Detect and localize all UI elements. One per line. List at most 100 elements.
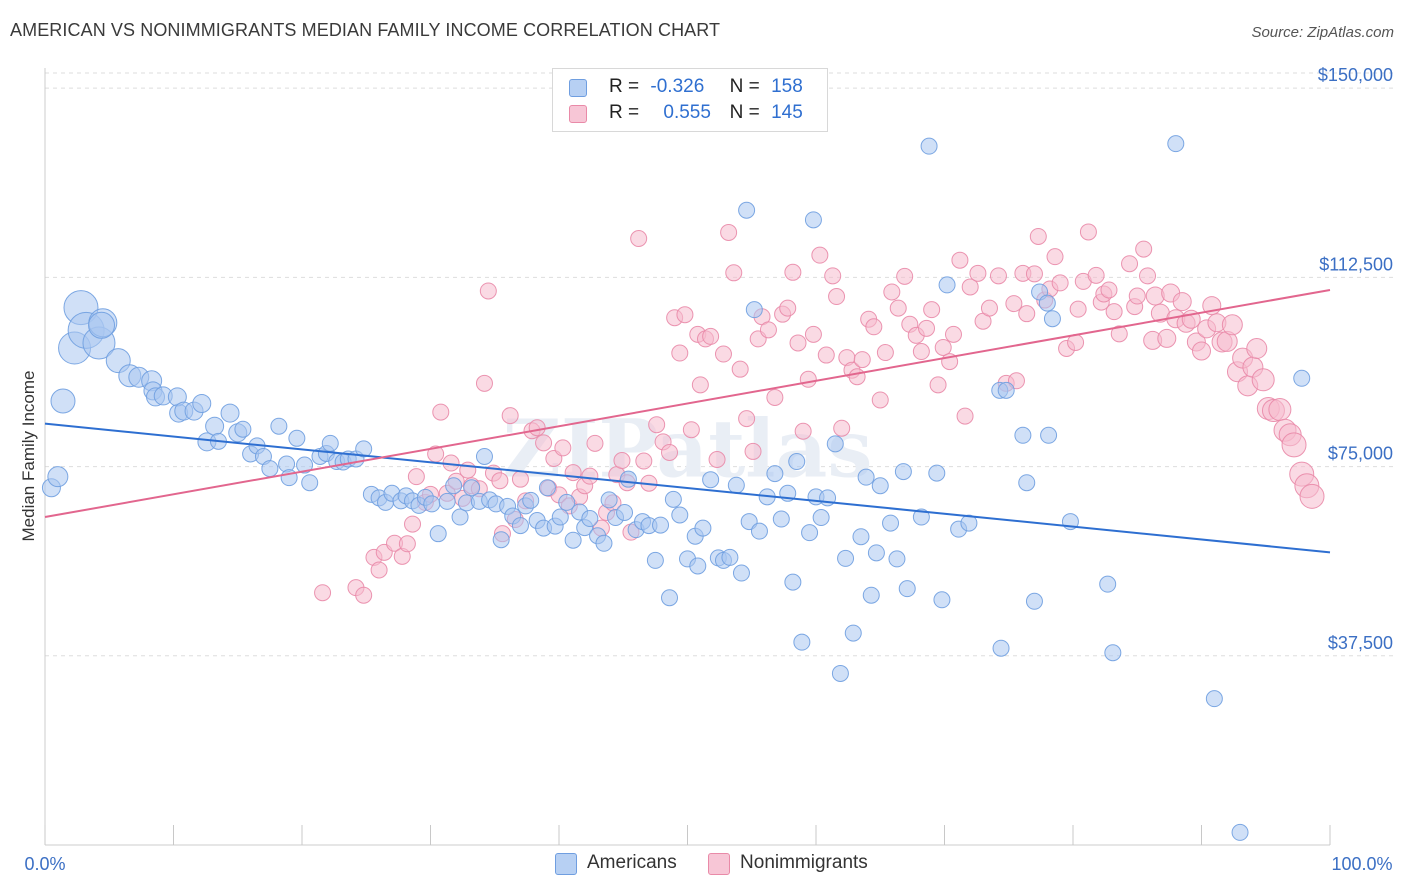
nonimmigrant-point (1105, 303, 1123, 321)
american-point (938, 276, 956, 294)
nonimmigrant-point (432, 403, 450, 421)
n-value-nonimmigrants: 145 (771, 102, 803, 123)
nonimmigrant-point (923, 301, 941, 319)
nonimmigrant-point (630, 230, 648, 248)
legend-item-americans[interactable]: Americans (555, 852, 677, 875)
nonimmigrant-point (1079, 223, 1097, 241)
y-tick-label: $75,000 (1328, 444, 1393, 464)
american-point (296, 456, 314, 474)
nonimmigrant-point (355, 586, 373, 604)
nonimmigrant-point (934, 338, 952, 356)
american-point (270, 417, 288, 435)
nonimmigrant-point (479, 282, 497, 300)
american-point (438, 492, 456, 510)
nonimmigrant-point (784, 263, 802, 281)
nonimmigrant-point (865, 318, 883, 336)
nonimmigrant-point (1087, 266, 1105, 284)
nonimmigrant-point (1221, 314, 1243, 336)
nonimmigrant-point (1121, 255, 1139, 273)
legend-label-nonimmigrants: Nonimmigrants (740, 852, 868, 873)
nonimmigrant-point (682, 421, 700, 439)
nonimmigrant-point (1005, 295, 1023, 313)
legend-item-nonimmigrants[interactable]: Nonimmigrants (708, 852, 868, 875)
correlation-legend: R = -0.326 N = 158 R = 0.555 N = 145 (552, 68, 828, 132)
american-point (445, 477, 463, 495)
american-point (766, 465, 784, 483)
nonimmigrant-point (794, 422, 812, 440)
nonimmigrant-point (896, 267, 914, 285)
american-point (463, 479, 481, 497)
n-value-americans: 158 (771, 76, 803, 97)
american-point (619, 470, 637, 488)
nonimmigrant-point (789, 334, 807, 352)
american-point (1231, 823, 1249, 841)
nonimmigrant-point (833, 419, 851, 437)
american-point (661, 589, 679, 607)
american-point (745, 301, 763, 319)
nonimmigrant-point (1029, 227, 1047, 245)
american-point (451, 508, 469, 526)
american-point (812, 509, 830, 527)
nonimmigrant-point (824, 267, 842, 285)
trend-lines (44, 288, 1331, 554)
nonimmigrant-point (799, 370, 817, 388)
americans-swatch (555, 853, 577, 875)
american-point (616, 503, 634, 521)
r-value-nonimmigrants: 0.555 (663, 102, 711, 123)
nonimmigrant-point (811, 246, 829, 264)
y-tick-label: $37,500 (1328, 633, 1393, 653)
axes (44, 68, 1331, 846)
american-point (581, 510, 599, 528)
nonimmigrant-point (853, 351, 871, 369)
americans-points (41, 135, 1311, 841)
american-point (355, 440, 373, 458)
nonimmigrant-point (676, 306, 694, 324)
nonimmigrant-point (944, 325, 962, 343)
nonimmigrant-point (586, 434, 604, 452)
nonimmigrant-point (731, 360, 749, 378)
american-point (912, 508, 930, 526)
american-point (960, 514, 978, 532)
american-point (558, 493, 576, 511)
american-point (702, 471, 720, 489)
american-point (220, 403, 240, 423)
american-point (88, 311, 116, 339)
american-point (793, 633, 811, 651)
american-point (564, 531, 582, 549)
nonimmigrant-point (871, 391, 889, 409)
american-point (694, 519, 712, 537)
nonimmigrant-point (989, 267, 1007, 285)
american-point (738, 201, 756, 219)
nonimmigrant-point (714, 345, 732, 363)
nonimmigrant-point (1018, 305, 1036, 323)
nonimmigrant-point (635, 452, 653, 470)
nonimmigrant-point (535, 434, 553, 452)
nonimmigrant-point (1100, 281, 1118, 299)
y-tick-label: $150,000 (1318, 65, 1393, 85)
nonimmigrant-point (1135, 240, 1153, 258)
american-point (857, 468, 875, 486)
nonimmigrant-point (1246, 337, 1268, 359)
american-point (551, 508, 569, 526)
american-point (997, 381, 1015, 399)
nonimmigrant-point (661, 443, 679, 461)
r-value-americans: -0.326 (650, 76, 705, 97)
american-point (898, 580, 916, 598)
american-point (1205, 690, 1223, 708)
american-point (689, 557, 707, 575)
american-point (1014, 426, 1032, 444)
nonimmigrant-point (951, 251, 969, 269)
american-point (784, 573, 802, 591)
nonimmigrant-point (407, 468, 425, 486)
nonimmigrant-point (1281, 432, 1307, 458)
american-point (867, 544, 885, 562)
nonimmigrant-point (501, 407, 519, 425)
nonimmigrant-point (1110, 325, 1128, 343)
nonimmigrant-point (691, 376, 709, 394)
nonimmigrant-point (554, 439, 572, 457)
american-point (492, 531, 510, 549)
american-point (732, 564, 750, 582)
nonimmigrant-point (929, 376, 947, 394)
nonimmigrant-point (1268, 398, 1292, 422)
nonimmigrant-point (708, 451, 726, 469)
